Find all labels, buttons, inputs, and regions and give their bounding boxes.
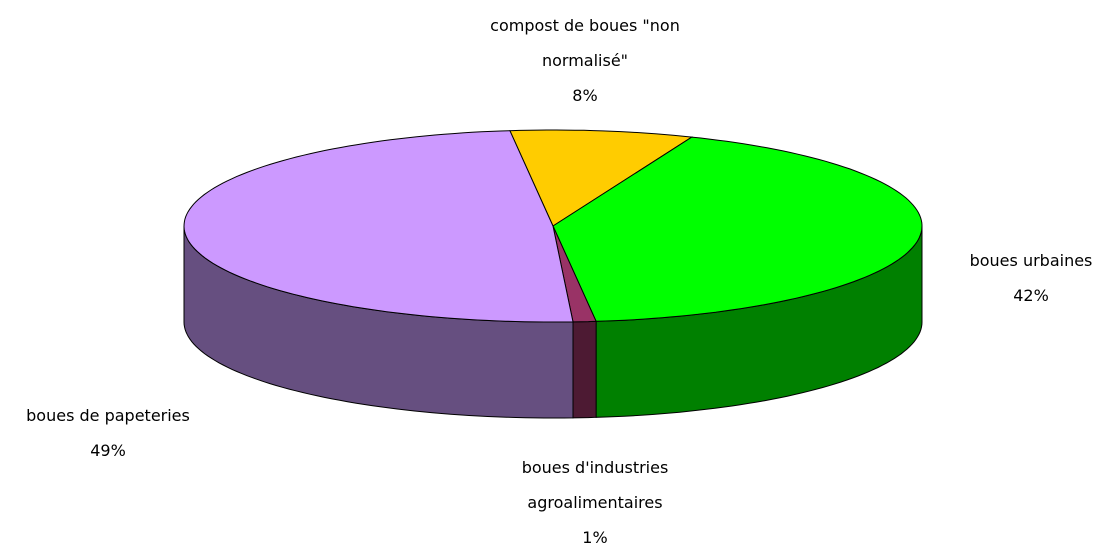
category-label: compost de boues "non normalisé"	[490, 16, 680, 70]
pie-plot	[183, 129, 923, 419]
slice	[509, 129, 694, 227]
chart: compost de boues "non normalisé" 8% boue…	[0, 8, 1112, 547]
slice-label: boues de papeteries 49%	[0, 398, 216, 468]
value-label: 1%	[582, 528, 608, 547]
slice-label: compost de boues "non normalisé" 8%	[465, 8, 705, 113]
slice-side	[572, 320, 597, 419]
category-label: boues de papeteries	[26, 406, 190, 425]
category-label: boues d'industries agroalimentaires	[521, 458, 669, 512]
slice-label: boues d'industries agroalimentaires 1%	[500, 450, 690, 555]
value-label: 49%	[90, 441, 126, 460]
slice	[183, 130, 574, 323]
value-label: 8%	[572, 86, 598, 105]
slice-label: boues urbaines 42%	[941, 243, 1112, 313]
slice	[552, 136, 923, 322]
category-label: boues urbaines	[969, 251, 1093, 270]
value-label: 42%	[1013, 286, 1049, 305]
